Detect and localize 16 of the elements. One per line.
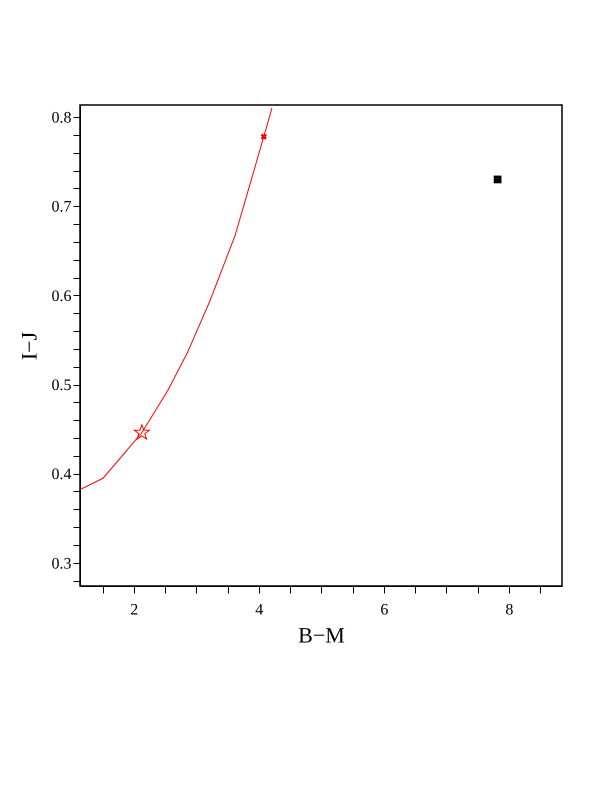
y-axis-title: I−J (16, 331, 42, 360)
x-tick-label: 4 (255, 602, 264, 618)
y-tick-label: 0.6 (52, 288, 72, 305)
x-tick-label: 2 (130, 602, 138, 618)
point (134, 424, 150, 440)
y-tick-label: 0.5 (52, 377, 72, 394)
line-series (80, 108, 272, 490)
x-axis-title: B−M (298, 622, 345, 648)
x-tick-label: 8 (505, 602, 514, 618)
y-tick-label: 0.7 (52, 198, 72, 216)
point (260, 134, 267, 140)
point (494, 176, 502, 184)
x-tick-label: 6 (380, 602, 388, 618)
y-tick-label: 0.3 (52, 555, 72, 572)
y-tick-label: 0.4 (52, 466, 72, 484)
y-tick-label: 0.8 (52, 110, 72, 127)
